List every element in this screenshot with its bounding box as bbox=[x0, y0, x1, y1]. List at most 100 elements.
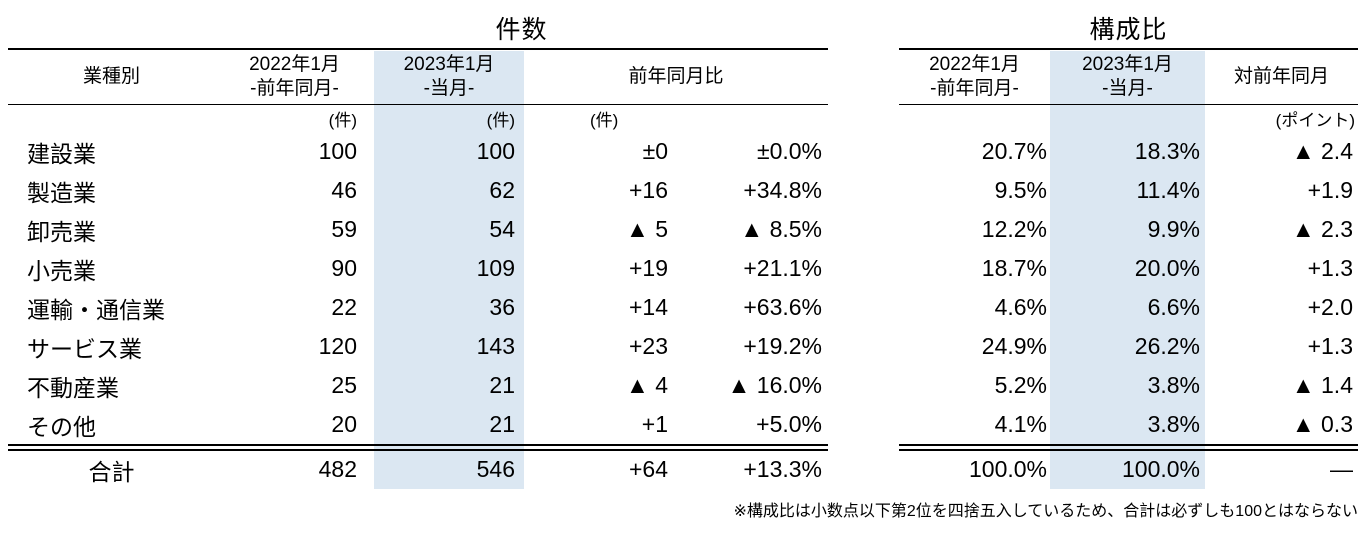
count-2022-header-text: 2022年1月 -前年同月- bbox=[249, 54, 340, 99]
industry-label: 小売業 bbox=[27, 257, 96, 284]
footnote: ※構成比は小数点以下第2位を四捨五入しているため、合計は必ずしも100とはならな… bbox=[733, 503, 1358, 520]
industry-label: 建設業 bbox=[27, 140, 96, 167]
ratio-table-row: 20.7% 18.3% ▲ 2.4 bbox=[899, 132, 1358, 171]
count-table-row: 建設業 100 100 ±0 ±0.0% bbox=[8, 132, 828, 171]
ratio-2022-cell: 18.7% bbox=[981, 255, 1047, 281]
ratio-points-cell: +1.3 bbox=[1307, 255, 1353, 281]
unit-count-yoy: (件) bbox=[590, 111, 619, 130]
count-2023-cell: 21 bbox=[489, 372, 515, 398]
total-ratio-points: ― bbox=[1330, 456, 1353, 482]
industry-label: 製造業 bbox=[27, 179, 96, 206]
ratio-2023-cell: 26.2% bbox=[1134, 333, 1200, 359]
count-total-row: 合計 482 546 +64 +13.3% bbox=[8, 451, 828, 488]
yoy-diff-cell: ▲ 5 bbox=[626, 216, 668, 242]
count-2023-cell: 143 bbox=[476, 333, 515, 359]
count-table-row: 小売業 90 109 +19 +21.1% bbox=[8, 249, 828, 288]
industry-label: その他 bbox=[27, 413, 96, 440]
unit-ratio-points: (ポイント) bbox=[1275, 111, 1355, 130]
yoy-diff-cell: ±0 bbox=[642, 138, 668, 164]
ratio-2023-cell: 18.3% bbox=[1134, 138, 1200, 164]
ratio-2022-cell: 12.2% bbox=[981, 216, 1047, 242]
ratio-table-body: 20.7% 18.3% ▲ 2.4 9.5% 11.4% +1.9 12.2% … bbox=[899, 132, 1358, 444]
yoy-pct-cell: +5.0% bbox=[756, 411, 822, 437]
count-2022-cell: 22 bbox=[331, 294, 357, 320]
ratio-2023-cell: 3.8% bbox=[1147, 372, 1200, 398]
ratio-2023-cell: 6.6% bbox=[1147, 294, 1200, 320]
yoy-diff-cell: +14 bbox=[628, 294, 668, 320]
count-2023-cell: 36 bbox=[489, 294, 515, 320]
yoy-pct-cell: +21.1% bbox=[743, 255, 822, 281]
count-yoy-column-header: 前年同月比 bbox=[628, 66, 724, 87]
yoy-pct-cell: ±0.0% bbox=[756, 138, 822, 164]
total-count-2022: 482 bbox=[318, 456, 357, 482]
highlight-column-2023-count bbox=[374, 51, 524, 489]
count-table-row: 不動産業 25 21 ▲ 4 ▲ 16.0% bbox=[8, 366, 828, 405]
ratio-points-cell: +2.0 bbox=[1307, 294, 1353, 320]
yoy-diff-cell: +1 bbox=[641, 411, 668, 437]
ratio-2023-header-text: 2023年1月 -当月- bbox=[1082, 54, 1173, 99]
count-2023-cell: 109 bbox=[476, 255, 515, 281]
unit-empty bbox=[672, 105, 828, 132]
count-2022-cell: 120 bbox=[318, 333, 357, 359]
total-count-2023: 546 bbox=[476, 456, 515, 482]
ratio-points-cell: ▲ 2.3 bbox=[1291, 216, 1353, 242]
ratio-2022-column-header: 2022年1月 -前年同月- bbox=[899, 50, 1050, 104]
count-table-body: 建設業 100 100 ±0 ±0.0% 製造業 46 62 +16 +34.8… bbox=[8, 132, 828, 444]
count-2022-cell: 59 bbox=[331, 216, 357, 242]
ratio-2023-cell: 20.0% bbox=[1134, 255, 1200, 281]
count-2022-cell: 25 bbox=[331, 372, 357, 398]
total-ratio-2022: 100.0% bbox=[968, 456, 1047, 482]
total-label: 合計 bbox=[88, 458, 135, 485]
total-ratio-2023: 100.0% bbox=[1121, 456, 1200, 482]
ratio-2023-cell: 9.9% bbox=[1147, 216, 1200, 242]
ratio-table-row: 24.9% 26.2% +1.3 bbox=[899, 327, 1358, 366]
ratio-points-cell: +1.3 bbox=[1307, 333, 1353, 359]
ratio-table-row: 18.7% 20.0% +1.3 bbox=[899, 249, 1358, 288]
yoy-diff-cell: +23 bbox=[628, 333, 668, 359]
yoy-diff-cell: +16 bbox=[628, 177, 668, 203]
ratio-table-header-row: 2022年1月 -前年同月- 2023年1月 -当月- 対前年同月 bbox=[899, 50, 1358, 105]
industry-label: 不動産業 bbox=[27, 374, 119, 401]
total-yoy-pct: +13.3% bbox=[743, 456, 822, 482]
ratio-table: 2022年1月 -前年同月- 2023年1月 -当月- 対前年同月 (ポイント) 2… bbox=[899, 48, 1358, 488]
ratio-vs-prev-column-header: 対前年同月 bbox=[1233, 66, 1329, 87]
count-2023-cell: 62 bbox=[489, 177, 515, 203]
unit-empty bbox=[8, 105, 215, 132]
count-table: 業種別 2022年1月 -前年同月- 2023年1月 -当月- 前年同月比 (件) … bbox=[8, 48, 828, 488]
unit-empty bbox=[1050, 105, 1205, 132]
count-2022-column-header: 2022年1月 -前年同月- bbox=[215, 50, 374, 104]
double-rule bbox=[8, 444, 828, 451]
ratio-2022-cell: 4.6% bbox=[994, 294, 1047, 320]
industry-column-header: 業種別 bbox=[82, 66, 140, 87]
ratio-2023-cell: 3.8% bbox=[1147, 411, 1200, 437]
yoy-pct-cell: ▲ 8.5% bbox=[740, 216, 822, 242]
ratio-table-row: 12.2% 9.9% ▲ 2.3 bbox=[899, 210, 1358, 249]
ratio-2022-header-text: 2022年1月 -前年同月- bbox=[929, 54, 1020, 99]
total-yoy-diff: +64 bbox=[628, 456, 668, 482]
industry-label: サービス業 bbox=[27, 335, 142, 362]
yoy-pct-cell: +63.6% bbox=[743, 294, 822, 320]
yoy-diff-cell: +19 bbox=[628, 255, 668, 281]
count-2023-cell: 21 bbox=[489, 411, 515, 437]
ratio-table-row: 4.6% 6.6% +2.0 bbox=[899, 288, 1358, 327]
ratio-points-cell: ▲ 0.3 bbox=[1291, 411, 1353, 437]
unit-count-2023: (件) bbox=[486, 111, 515, 130]
yoy-diff-cell: ▲ 4 bbox=[626, 372, 668, 398]
count-2022-cell: 46 bbox=[331, 177, 357, 203]
ratio-points-cell: +1.9 bbox=[1307, 177, 1353, 203]
count-2023-cell: 100 bbox=[476, 138, 515, 164]
unit-empty bbox=[899, 105, 1050, 132]
count-2022-cell: 90 bbox=[331, 255, 357, 281]
ratio-2022-cell: 24.9% bbox=[981, 333, 1047, 359]
ratio-units-row: (ポイント) bbox=[899, 105, 1358, 132]
ratio-2022-cell: 20.7% bbox=[981, 138, 1047, 164]
ratio-table-row: 4.1% 3.8% ▲ 0.3 bbox=[899, 405, 1358, 444]
count-section-title: 件数 bbox=[495, 16, 548, 44]
count-2022-cell: 100 bbox=[318, 138, 357, 164]
ratio-points-cell: ▲ 2.4 bbox=[1291, 138, 1353, 164]
count-table-row: 運輸・通信業 22 36 +14 +63.6% bbox=[8, 288, 828, 327]
count-table-row: サービス業 120 143 +23 +19.2% bbox=[8, 327, 828, 366]
count-2023-column-header: 2023年1月 -当月- bbox=[374, 50, 524, 104]
count-table-row: 卸売業 59 54 ▲ 5 ▲ 8.5% bbox=[8, 210, 828, 249]
